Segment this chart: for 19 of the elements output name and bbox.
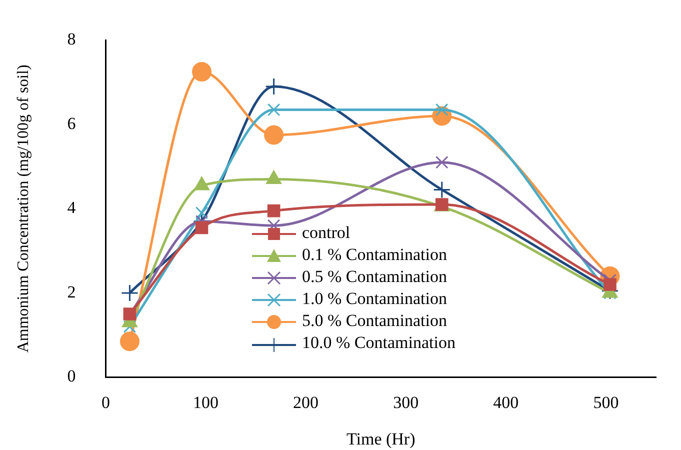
x-tick-label: 200 [293, 392, 319, 412]
legend-label: 0.5 % Contamination [302, 267, 447, 286]
y-tick-label: 2 [67, 282, 76, 302]
x-tick-label: 100 [193, 392, 219, 412]
y-tick-label: 0 [67, 366, 76, 386]
legend-label: control [302, 223, 350, 242]
x-tick-label: 300 [393, 392, 419, 412]
x-tick-label: 0 [101, 392, 110, 412]
y-tick-label: 8 [67, 30, 76, 49]
y-tick-label: 6 [67, 114, 76, 133]
y-axis-title: Ammonium Concentration (mg/100g of soil) [14, 64, 32, 353]
legend-label: 10.0 % Contamination [302, 333, 456, 352]
x-axis-title: Time (Hr) [346, 429, 416, 448]
legend-label: 0.1 % Contamination [302, 245, 447, 264]
x-tick-label: 400 [493, 392, 519, 412]
legend-label: 1.0 % Contamination [302, 289, 447, 308]
x-tick-label: 500 [593, 392, 619, 412]
legend-label: 5.0 % Contamination [302, 311, 447, 330]
y-tick-label: 4 [67, 198, 76, 218]
